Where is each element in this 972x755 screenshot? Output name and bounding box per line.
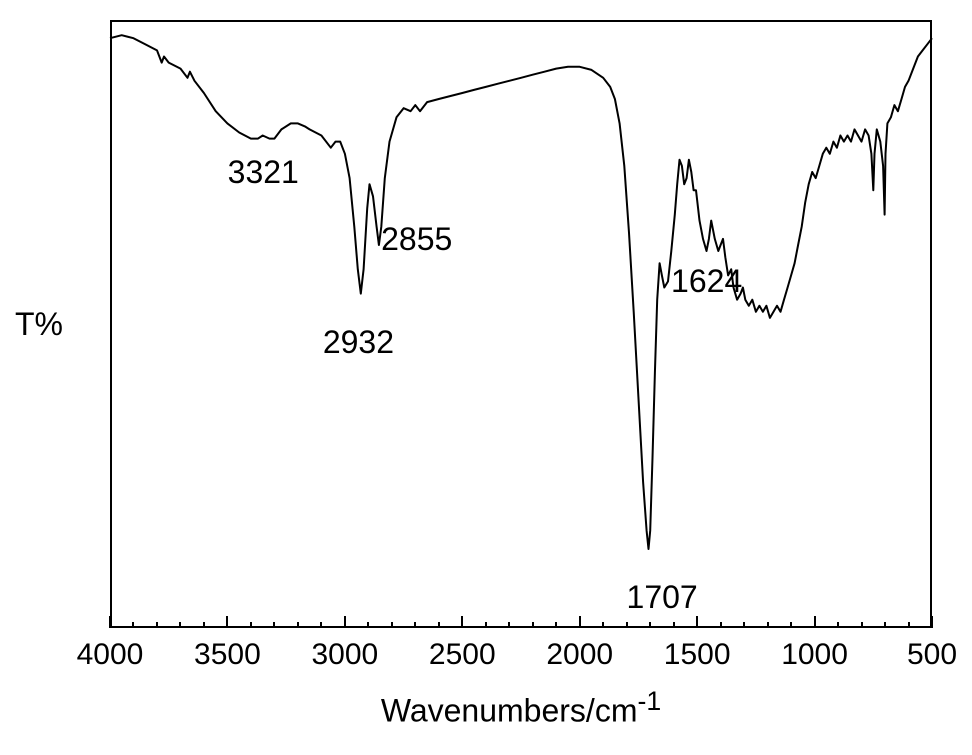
x-tick-minor [649, 622, 651, 628]
peak-label: 2855 [381, 221, 452, 258]
x-tick-minor [414, 622, 416, 628]
x-tick-major [696, 616, 698, 628]
x-tick-label: 3500 [194, 638, 261, 672]
x-tick-label: 1500 [664, 638, 731, 672]
x-tick-minor [203, 622, 205, 628]
x-tick-label: 4000 [77, 638, 144, 672]
x-tick-minor [485, 622, 487, 628]
x-tick-minor [250, 622, 252, 628]
x-tick-major [226, 616, 228, 628]
x-tick-minor [837, 622, 839, 628]
x-tick-minor [908, 622, 910, 628]
x-tick-label: 2000 [546, 638, 613, 672]
x-tick-major [344, 616, 346, 628]
x-tick-minor [532, 622, 534, 628]
peak-label: 2932 [323, 324, 394, 361]
x-tick-minor [673, 622, 675, 628]
x-axis-label: Wavenumbers/cm-1 [110, 686, 932, 730]
x-tick-minor [297, 622, 299, 628]
x-tick-minor [367, 622, 369, 628]
y-axis-label: T% [15, 306, 63, 343]
ir-spectrum-chart: T% Wavenumbers/cm-1 4000 3500 3000 2500 2000… [0, 0, 972, 755]
x-tick-minor [884, 622, 886, 628]
x-tick-minor [132, 622, 134, 628]
peak-label: 1707 [627, 579, 698, 616]
x-tick-minor [743, 622, 745, 628]
x-tick-minor [790, 622, 792, 628]
x-axis-label-sup: -1 [637, 686, 661, 716]
x-tick-minor [720, 622, 722, 628]
x-tick-label: 2500 [429, 638, 496, 672]
x-tick-minor [861, 622, 863, 628]
x-tick-minor [320, 622, 322, 628]
x-tick-major [814, 616, 816, 628]
x-tick-major [461, 616, 463, 628]
x-tick-minor [602, 622, 604, 628]
x-axis-label-base: Wavenumbers/cm [381, 693, 638, 729]
x-tick-minor [179, 622, 181, 628]
x-tick-major [109, 616, 111, 628]
x-tick-label: 500 [907, 638, 957, 672]
x-tick-minor [156, 622, 158, 628]
x-tick-major [931, 616, 933, 628]
x-tick-major [579, 616, 581, 628]
x-tick-minor [767, 622, 769, 628]
x-tick-label: 3000 [311, 638, 378, 672]
x-tick-label: 1000 [781, 638, 848, 672]
x-tick-minor [273, 622, 275, 628]
peak-label: 1624 [671, 263, 742, 300]
x-tick-minor [555, 622, 557, 628]
x-tick-minor [508, 622, 510, 628]
x-tick-minor [438, 622, 440, 628]
x-tick-minor [626, 622, 628, 628]
peak-label: 3321 [228, 154, 299, 191]
x-tick-minor [391, 622, 393, 628]
